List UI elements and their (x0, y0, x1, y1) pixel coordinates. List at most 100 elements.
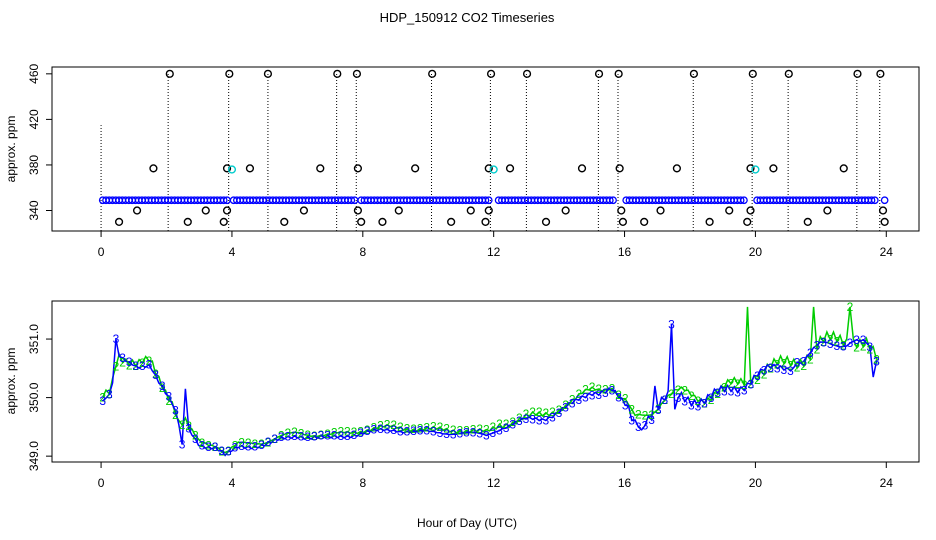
top-outlier-point (299, 206, 309, 215)
top-x-tick-label: 4 (229, 245, 236, 259)
bottom-series-2-marker: 2 (212, 440, 219, 454)
top-outlier-point (522, 69, 532, 78)
bottom-y-tick-label: 351.0 (27, 324, 41, 354)
bottom-series-3-marker: 3 (159, 379, 166, 393)
bottom-series-2-marker: 2 (258, 437, 265, 451)
bottom-series-2-marker: 2 (615, 388, 622, 402)
bottom-series-2-marker: 2 (251, 437, 258, 451)
bottom-series-3-marker: 3 (867, 340, 874, 354)
top-x-tick-label: 16 (618, 245, 632, 259)
top-outlier-point (245, 164, 255, 173)
bottom-series-2-marker: 2 (113, 359, 120, 373)
top-outlier-point (411, 164, 420, 173)
top-outlier-point (149, 164, 158, 173)
chart-title: HDP_150912 CO2 Timeseries (380, 10, 555, 25)
bottom-series-3-marker: 3 (569, 396, 576, 410)
top-outlier-point (725, 206, 734, 215)
bottom-series-3-marker: 3 (470, 425, 477, 439)
bottom-series-3-marker: 3 (814, 338, 821, 352)
bottom-series-2-marker: 2 (430, 420, 437, 434)
bottom-series-3-marker: 3 (628, 413, 635, 427)
bottom-series-2-marker: 2 (344, 425, 351, 439)
top-outlier-point (466, 206, 475, 215)
top-outlier-point (541, 217, 551, 226)
bottom-series-2-marker: 2 (688, 389, 695, 403)
bottom-series-2-marker: 2 (456, 424, 463, 438)
bottom-series-3-marker: 3 (655, 403, 662, 417)
top-outlier-point (705, 217, 714, 226)
bottom-series-3-marker: 3 (595, 388, 602, 402)
bottom-series-2-marker: 2 (298, 426, 305, 440)
top-outlier-point (263, 69, 273, 78)
top-outlier-point (689, 69, 699, 78)
bottom-series-3-marker: 3 (351, 428, 358, 442)
top-x-axis: 0 4 8 12 16 20 24 (98, 231, 893, 259)
bottom-series-2-marker: 2 (106, 387, 113, 401)
bottom-series-2-marker: 2 (311, 429, 318, 443)
top-outlier-point (823, 206, 832, 215)
bottom-series-2-marker: 2 (205, 439, 212, 453)
bottom-series-3-marker: 3 (337, 429, 344, 443)
top-outlier-point (748, 69, 757, 78)
bottom-plot-frame (51, 300, 920, 463)
bottom-series-2-marker: 2 (800, 359, 807, 373)
top-outlier-point (357, 217, 366, 226)
bottom-series-3-marker: 3 (509, 418, 516, 432)
bottom-series-3-marker: 3 (417, 423, 424, 437)
bottom-series-3-marker: 3 (99, 394, 106, 408)
bottom-x-tick-label: 12 (487, 476, 501, 490)
top-outlier-point (353, 206, 363, 215)
bottom-series-2-marker: 2 (146, 354, 153, 368)
bottom-series-3-marker: 3 (278, 430, 285, 444)
bottom-series-3-marker: 3 (853, 333, 860, 347)
bottom-series-2-marker: 2 (860, 340, 867, 354)
bottom-series-2-marker: 2 (655, 402, 662, 416)
bottom-series-3-marker: 3 (827, 337, 834, 351)
bottom-series-3-marker: 3 (523, 412, 530, 426)
bottom-series-3-marker: 3 (212, 440, 219, 454)
top-outlier-point (353, 164, 363, 173)
bottom-series-3-marker: 3 (371, 422, 378, 436)
top-x-tick-label: 8 (359, 245, 366, 259)
bottom-series-2-marker: 2 (840, 339, 847, 353)
top-outlier-point (280, 217, 289, 226)
top-outlier-point (447, 217, 456, 226)
bottom-series-2-marker: 2 (331, 425, 338, 439)
bottom-series-2-marker: 2 (225, 444, 232, 458)
bottom-series-2-marker: 2 (364, 423, 371, 437)
top-baseline-point (736, 196, 745, 205)
top-outlier-point (618, 217, 628, 226)
bottom-series-3-marker: 3 (622, 398, 629, 412)
bottom-series-2-marker: 2 (318, 428, 325, 442)
bottom-series-2-marker: 2 (470, 422, 477, 436)
bottom-series-2-marker: 2 (549, 405, 556, 419)
bottom-series-2-marker: 2 (595, 382, 602, 396)
bottom-series-2-marker: 2 (450, 423, 457, 437)
bottom-series-2-marker: 2 (701, 396, 708, 410)
bottom-series-3-marker: 3 (443, 427, 450, 441)
top-outlier-point (878, 206, 888, 215)
top-outlier-point (165, 69, 174, 78)
top-outlier-point (577, 164, 587, 173)
bottom-series-2-marker: 2 (661, 393, 668, 407)
bottom-series-3-marker: 3 (192, 432, 199, 446)
bottom-series-2-marker: 2 (609, 381, 616, 395)
bottom-series-2-marker: 2 (463, 423, 470, 437)
bottom-series-3-marker: 3 (754, 369, 761, 383)
bottom-series-3-marker: 3 (536, 414, 543, 428)
top-outlier-point (222, 206, 232, 215)
bottom-series-2-marker: 2 (767, 361, 774, 375)
x-axis-label: Hour of Day (UTC) (417, 516, 517, 530)
bottom-series-2-marker: 2 (139, 356, 146, 370)
bottom-series-2-marker: 2 (589, 380, 596, 394)
bottom-series-3-marker: 3 (331, 429, 338, 443)
bottom-series-3-marker: 3 (747, 377, 754, 391)
bottom-series-3-marker: 3 (728, 384, 735, 398)
bottom-series-2-marker: 2 (695, 394, 702, 408)
top-x-tick-label: 12 (487, 245, 501, 259)
bottom-series-3-marker: 3 (106, 387, 113, 401)
bottom-series-3-marker: 3 (529, 412, 536, 426)
bottom-series-2-marker: 2 (754, 373, 761, 387)
top-outlier-point (672, 164, 681, 173)
